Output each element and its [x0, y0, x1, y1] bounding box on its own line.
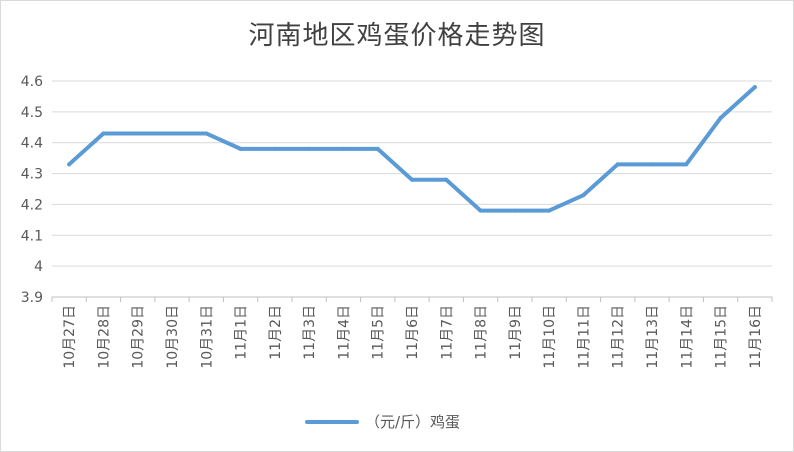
x-tick-label: 11月7日 — [439, 305, 455, 360]
y-tick-label: 3.9 — [21, 290, 43, 306]
y-tick-label: 4 — [34, 259, 43, 275]
data-point — [718, 116, 723, 121]
data-point — [752, 85, 757, 90]
x-tick-label: 11月8日 — [474, 305, 490, 360]
y-tick-label: 4.6 — [21, 74, 43, 90]
y-tick-label: 4.3 — [21, 167, 43, 183]
x-tick-label: 11月11日 — [576, 305, 592, 369]
data-point — [615, 162, 620, 167]
x-tick-label: 11月13日 — [645, 305, 661, 369]
data-point — [101, 131, 106, 136]
legend-label: （元/斤）鸡蛋 — [365, 413, 460, 431]
x-tick-label: 11月14日 — [679, 305, 695, 369]
chart-title: 河南地区鸡蛋价格走势图 — [248, 21, 546, 51]
x-tick-label: 11月1日 — [234, 305, 250, 360]
x-tick-label: 11月16日 — [748, 305, 764, 369]
data-point — [204, 131, 209, 136]
x-tick-label: 10月27日 — [62, 305, 78, 369]
y-tick-label: 4.2 — [21, 197, 43, 213]
data-point — [581, 193, 586, 198]
x-tick-label: 11月12日 — [611, 305, 627, 369]
x-tick-label: 10月30日 — [165, 305, 181, 369]
data-point — [307, 146, 312, 151]
x-tick-label: 11月9日 — [508, 305, 524, 360]
x-tick-label: 11月15日 — [714, 305, 730, 369]
x-tick-label: 11月6日 — [405, 305, 421, 360]
data-point — [238, 146, 243, 151]
data-point — [135, 131, 140, 136]
y-tick-label: 4.1 — [21, 228, 43, 244]
x-tick-label: 11月5日 — [371, 305, 387, 360]
data-point — [650, 162, 654, 167]
x-tick-label: 10月29日 — [131, 305, 147, 369]
series-line — [67, 85, 757, 213]
y-tick-label: 4.5 — [21, 105, 43, 121]
data-point — [684, 162, 689, 167]
data-point — [547, 208, 552, 213]
x-tick-label: 11月2日 — [268, 305, 284, 360]
y-tick-label: 4.4 — [21, 136, 43, 152]
data-point — [341, 146, 346, 151]
data-point — [512, 208, 517, 213]
data-point — [410, 177, 414, 182]
data-point — [444, 177, 449, 182]
x-tick-label: 10月28日 — [96, 305, 112, 369]
x-tick-label: 11月3日 — [302, 305, 318, 360]
x-tick-label: 10月31日 — [199, 305, 215, 369]
x-tick-label: 11月10日 — [542, 305, 558, 369]
data-point — [67, 162, 72, 167]
x-tick-label: 11月4日 — [336, 305, 352, 360]
data-point — [478, 208, 483, 213]
data-point — [170, 131, 174, 136]
data-point — [375, 146, 380, 151]
data-point — [272, 146, 277, 151]
